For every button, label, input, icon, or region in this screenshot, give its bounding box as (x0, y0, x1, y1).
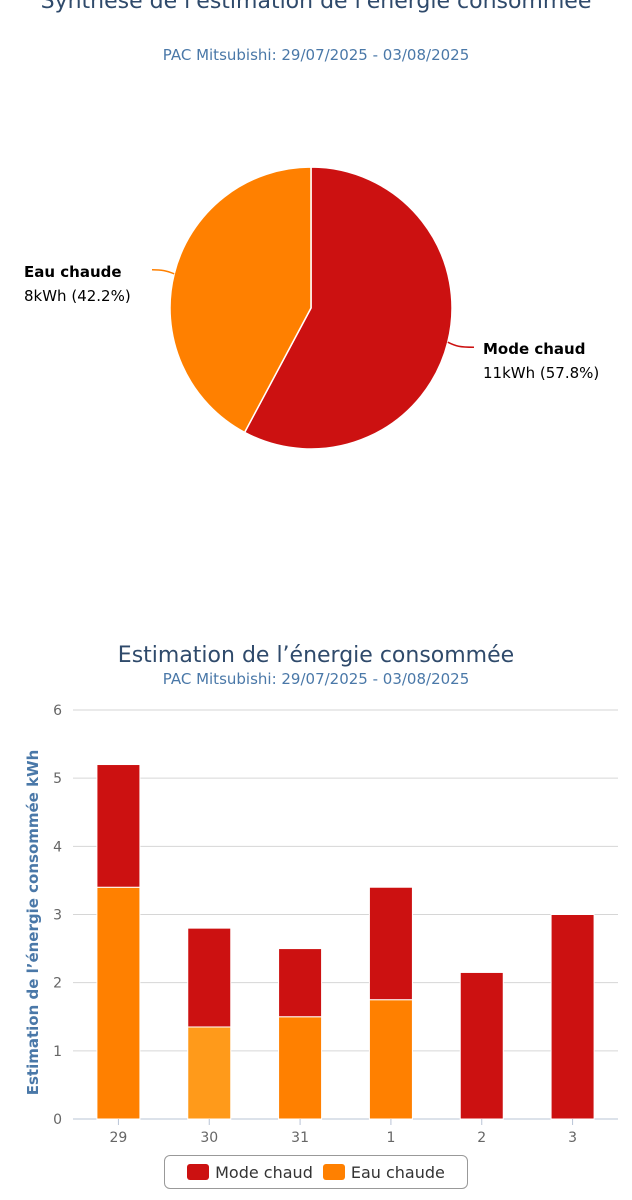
bar-mode-chaud-30[interactable] (187, 927, 232, 1028)
bar-eau-chaude-1[interactable] (368, 999, 413, 1120)
x-tick-label: 29 (110, 1130, 128, 1146)
bar-mode-chaud-1[interactable] (368, 886, 413, 1001)
x-tick-label: 3 (568, 1130, 577, 1146)
pie-label-mode-chaud-value: 11kWh (57.8%) (483, 364, 599, 382)
pie-label-eau-chaude-value: 8kWh (42.2%) (24, 287, 131, 305)
x-tick-label: 30 (200, 1130, 218, 1146)
bar-mode-chaud-3[interactable] (550, 914, 595, 1120)
y-tick-label: 3 (53, 908, 62, 924)
bar-chart-y-ticks: 0 1 2 3 4 5 6 (53, 703, 62, 1128)
bar-chart-title: Estimation de l’énergie consommée (117, 643, 515, 668)
bar-chart-subtitle: PAC Mitsubishi: 29/07/2025 - 03/08/2025 (162, 670, 470, 688)
bar-chart-y-axis-label: Estimation de l’énergie consommée kWh (24, 750, 42, 1096)
legend-swatch-eau-chaude (322, 1164, 345, 1180)
legend-label-mode-chaud: Mode chaud (215, 1162, 313, 1182)
pie-chart-subtitle: PAC Mitsubishi: 29/07/2025 - 03/08/2025 (162, 46, 470, 64)
bar-eau-chaude-31[interactable] (278, 1016, 323, 1120)
bar-chart-legend: Mode chaud Eau chaude (164, 1155, 468, 1189)
legend-label-eau-chaude: Eau chaude (350, 1162, 445, 1182)
x-tick-label: 31 (291, 1130, 309, 1146)
y-tick-label: 2 (53, 976, 62, 992)
y-tick-label: 1 (53, 1044, 62, 1060)
bar-mode-chaud-31[interactable] (278, 948, 323, 1018)
legend-swatch-mode-chaud (187, 1164, 210, 1180)
bar-mode-chaud-2[interactable] (459, 971, 504, 1120)
legend-item-mode-chaud[interactable]: Mode chaud (187, 1163, 313, 1182)
bar-chart-bars (96, 764, 595, 1120)
pie-chart-title: Synthèse de l'estimation de l'énergie co… (40, 0, 592, 14)
x-tick-label: 1 (386, 1130, 395, 1146)
y-tick-label: 0 (53, 1112, 62, 1128)
bar-eau-chaude-30[interactable] (187, 1026, 232, 1120)
pie-slice-eau-chaude[interactable] (169, 166, 312, 434)
pie-connector-eau-chaude (151, 269, 175, 275)
y-tick-label: 6 (53, 703, 62, 719)
x-tick-label: 2 (477, 1130, 486, 1146)
pie-connector-mode-chaud (447, 341, 475, 348)
bar-chart-gridlines (73, 709, 618, 1120)
legend-item-eau-chaude[interactable]: Eau chaude (322, 1162, 445, 1182)
bar-mode-chaud-29[interactable] (96, 764, 141, 888)
y-tick-label: 5 (53, 771, 62, 787)
pie-chart: Eau chaude 8kWh (42.2%) Mode chaud 11kWh… (24, 166, 599, 450)
bar-chart: 0 1 2 3 4 5 6 29 30 31 1 2 3 Estimation de l’énergi… (24, 703, 618, 1146)
y-tick-label: 4 (53, 839, 62, 855)
bar-eau-chaude-29[interactable] (96, 886, 141, 1120)
pie-label-eau-chaude-name: Eau chaude (24, 263, 122, 281)
bar-chart-x-ticks: 29 30 31 1 2 3 (110, 1119, 577, 1146)
pie-label-mode-chaud-name: Mode chaud (483, 340, 585, 358)
